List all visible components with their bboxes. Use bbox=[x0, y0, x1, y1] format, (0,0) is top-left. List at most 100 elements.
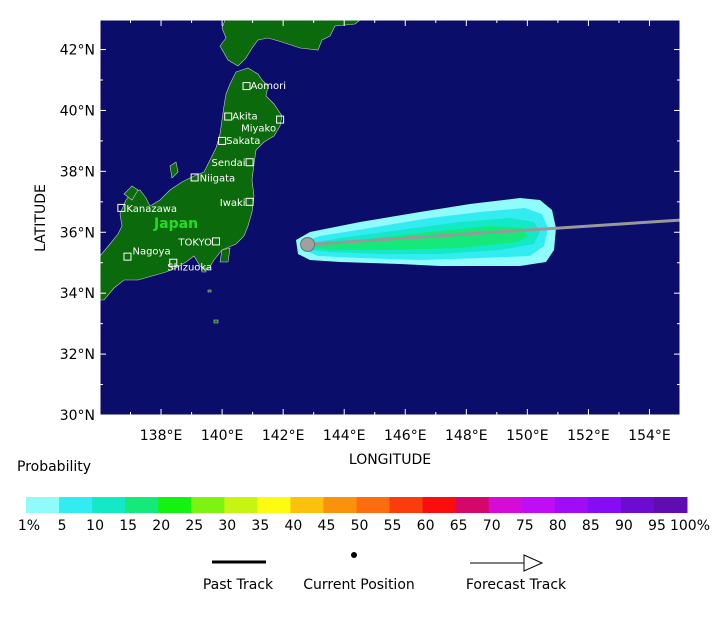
lon-tick-label: 140°E bbox=[201, 428, 244, 444]
legend-color-box bbox=[323, 497, 357, 513]
legend-color-box bbox=[257, 497, 291, 513]
legend-color-box bbox=[290, 497, 324, 513]
boso-peninsula bbox=[219, 247, 231, 263]
city-label: TOKYO bbox=[177, 237, 212, 248]
legend-color-box bbox=[587, 497, 622, 513]
forecast-track-label: Forecast Track bbox=[466, 577, 567, 593]
city-marker bbox=[245, 197, 254, 206]
legend-color-box bbox=[92, 497, 126, 513]
city-label: Miyako bbox=[241, 124, 276, 135]
legend-label: 75 bbox=[516, 518, 534, 534]
legend-label: 60 bbox=[417, 518, 435, 534]
japan-land bbox=[99, 19, 361, 324]
lon-tick-label: 150°E bbox=[506, 428, 549, 444]
probability-legend: Probability 1% 5 10 15 20 25 30 35 40 45 50 55 60 65 7… bbox=[17, 459, 710, 593]
izu-islands bbox=[201, 267, 219, 324]
lon-tick-label: 152°E bbox=[567, 428, 610, 444]
lon-tick-label: 148°E bbox=[445, 428, 488, 444]
legend-label: 95 bbox=[648, 518, 666, 534]
legend-color-scale bbox=[26, 497, 688, 513]
legend-color-box bbox=[26, 497, 60, 513]
past-track-label: Past Track bbox=[203, 577, 274, 593]
lon-tick-label: 138°E bbox=[140, 428, 183, 444]
legend-labels: 1% 5 10 15 20 25 30 35 40 45 50 55 60 65 70 75 80 85 90 95 1… bbox=[18, 518, 710, 534]
legend-color-box bbox=[620, 497, 655, 513]
forecast-track-line bbox=[307, 218, 681, 246]
legend-label: 50 bbox=[351, 518, 369, 534]
city-marker bbox=[190, 173, 199, 182]
legend-title: Probability bbox=[17, 459, 91, 475]
city-label: Nagoya bbox=[132, 247, 170, 258]
legend-label: 80 bbox=[549, 518, 567, 534]
legend-color-box bbox=[191, 497, 225, 513]
legend-label: 15 bbox=[119, 518, 137, 534]
legend-color-box bbox=[521, 497, 556, 513]
axis-ticks: 138°E 140°E 142°E 144°E 146°E 148°E 150°E 152°E… bbox=[60, 20, 681, 444]
legend-label: 100% bbox=[670, 518, 710, 534]
city-marker bbox=[169, 258, 178, 267]
city-label: Sendai bbox=[211, 158, 245, 169]
city-marker bbox=[218, 136, 227, 145]
current-position-label: Current Position bbox=[303, 577, 415, 593]
city-label: Shizuoka bbox=[167, 263, 212, 274]
city-label: Sakata bbox=[226, 136, 260, 147]
city-label: Akita bbox=[232, 112, 257, 123]
legend-label: 45 bbox=[318, 518, 336, 534]
legend-color-box bbox=[59, 497, 93, 513]
legend-label: 1% bbox=[18, 518, 40, 534]
lat-tick-label: 38°N bbox=[60, 164, 95, 180]
city-marker bbox=[117, 203, 126, 212]
legend-color-box bbox=[158, 497, 192, 513]
legend-label: 25 bbox=[185, 518, 203, 534]
current-position-marker bbox=[300, 236, 316, 252]
city-marker bbox=[123, 252, 132, 261]
legend-color-box bbox=[653, 497, 688, 513]
legend-label: 20 bbox=[152, 518, 170, 534]
lon-tick-label: 142°E bbox=[262, 428, 305, 444]
lon-tick-label: 154°E bbox=[628, 428, 671, 444]
city-marker bbox=[212, 237, 220, 246]
sado-island bbox=[169, 161, 179, 179]
lat-tick-label: 30°N bbox=[60, 408, 95, 424]
legend-color-box bbox=[554, 497, 589, 513]
legend-color-box bbox=[389, 497, 424, 513]
legend-label: 55 bbox=[384, 518, 402, 534]
x-axis-title: LONGITUDE bbox=[349, 452, 431, 468]
legend-color-box bbox=[422, 497, 457, 513]
hokkaido bbox=[219, 19, 361, 67]
noto-peninsula bbox=[123, 185, 139, 201]
country-label: Japan bbox=[153, 216, 198, 232]
city-label: Aomori bbox=[251, 81, 287, 92]
legend-label: 5 bbox=[58, 518, 67, 534]
lon-tick-label: 144°E bbox=[323, 428, 366, 444]
lat-tick-label: 40°N bbox=[60, 103, 95, 119]
legend-color-box bbox=[356, 497, 391, 513]
legend-color-box bbox=[125, 497, 159, 513]
city-marker bbox=[245, 158, 254, 167]
legend-label: 40 bbox=[284, 518, 302, 534]
city-marker bbox=[224, 112, 233, 121]
legend-label: 35 bbox=[251, 518, 269, 534]
lat-tick-label: 32°N bbox=[60, 347, 95, 363]
legend-color-box bbox=[224, 497, 258, 513]
lat-tick-label: 36°N bbox=[60, 225, 95, 241]
forecast-track-arrowhead bbox=[523, 554, 544, 572]
lon-tick-label: 146°E bbox=[384, 428, 427, 444]
lat-tick-label: 42°N bbox=[60, 43, 95, 59]
legend-label: 85 bbox=[582, 518, 600, 534]
lat-tick-label: 34°N bbox=[60, 286, 95, 302]
legend-color-box bbox=[455, 497, 490, 513]
honshu bbox=[99, 67, 283, 301]
city-marker bbox=[276, 115, 285, 124]
legend-label: 10 bbox=[86, 518, 104, 534]
legend-label: 70 bbox=[483, 518, 501, 534]
map-frame bbox=[99, 19, 681, 416]
legend-color-box bbox=[488, 497, 523, 513]
current-position-symbol bbox=[351, 552, 357, 558]
y-axis-title: LATITUDE bbox=[33, 184, 49, 252]
city-marker bbox=[242, 82, 251, 91]
city-label: Iwaki bbox=[220, 198, 246, 209]
